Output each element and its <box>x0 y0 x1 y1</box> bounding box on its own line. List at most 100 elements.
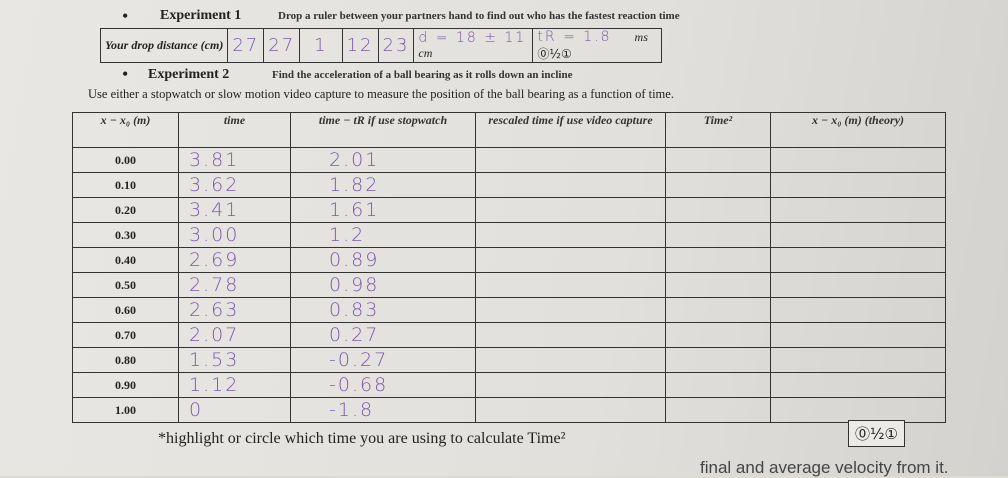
column-header: x − x₀ (m) <box>72 112 179 148</box>
data-row: 0.50 2.78 0.98 <box>72 272 946 298</box>
drop-table: Your drop distance (cm) 27 27 1 12 23 d … <box>99 28 663 63</box>
empty-cell <box>475 247 666 273</box>
time-cell: 2.69 <box>178 247 291 273</box>
time-cell: 1.61 <box>290 197 476 223</box>
empty-cell <box>665 222 771 248</box>
empty-cell <box>665 322 771 348</box>
position-cell: 0.00 <box>72 147 179 173</box>
position-cell: 0.90 <box>72 372 179 398</box>
time-cell: 3.81 <box>178 147 291 173</box>
drop-entry: 12 <box>341 28 379 63</box>
header-row: x − x₀ (m) time time − tR if use stopwatch… <box>72 112 946 148</box>
time-cell: 2.63 <box>178 297 291 323</box>
time-cell: 2.01 <box>290 147 476 173</box>
time-cell: -0.68 <box>290 372 476 398</box>
empty-cell <box>475 322 666 348</box>
empty-cell <box>475 222 666 248</box>
time-cell: -0.27 <box>290 347 476 373</box>
empty-cell <box>665 147 771 173</box>
drop-entry: 27 <box>227 28 265 63</box>
data-row: 0.80 1.53 -0.27 <box>72 347 946 373</box>
position-cell: 0.40 <box>72 247 179 273</box>
time-cell: 2.07 <box>178 322 291 348</box>
time-cell: 1.82 <box>290 172 476 198</box>
time-cell: 3.62 <box>178 172 291 198</box>
empty-cell <box>770 197 946 223</box>
column-header: rescaled time if use video capture <box>475 112 666 148</box>
data-row: 0.20 3.41 1.61 <box>72 197 946 223</box>
position-cell: 0.50 <box>72 272 179 298</box>
empty-cell <box>665 397 771 423</box>
empty-cell <box>475 197 666 223</box>
experiment-title: Experiment 1 <box>160 8 242 23</box>
empty-cell <box>475 347 666 373</box>
time-cell: 3.00 <box>178 222 291 248</box>
data-row: 0.40 2.69 0.89 <box>72 247 946 273</box>
time-cell: 1.53 <box>178 347 291 373</box>
time-cell: 1.12 <box>178 372 291 398</box>
instruction: Use either a stopwatch or slow motion vi… <box>88 87 674 101</box>
time-cell: 3.41 <box>178 197 291 223</box>
time-cell: 0.89 <box>290 247 476 273</box>
data-row: 0.00 3.81 2.01 <box>72 147 946 173</box>
empty-cell <box>475 272 666 298</box>
time-cell: 0 <box>178 397 291 423</box>
empty-cell <box>770 147 946 173</box>
unit: cm <box>418 46 433 60</box>
empty-cell <box>770 247 946 273</box>
empty-cell <box>665 272 771 298</box>
cut-off-text: final and average velocity from it. <box>700 458 949 477</box>
empty-cell <box>665 347 771 373</box>
time-cell: 1.2 <box>290 222 476 248</box>
data-row: 0.70 2.07 0.27 <box>72 322 946 348</box>
empty-cell <box>770 322 946 348</box>
data-table: x − x₀ (m) time time − tR if use stopwatch… <box>72 112 946 423</box>
data-row: 0.90 1.12 -0.68 <box>72 372 946 398</box>
empty-cell <box>770 372 946 398</box>
empty-cell <box>770 397 946 423</box>
score: ⓪½① <box>848 420 905 447</box>
average-distance: d = 18 ± 11 <box>418 30 527 46</box>
drop-label: Your drop distance (cm) <box>99 28 229 63</box>
empty-cell <box>770 172 946 198</box>
position-cell: 0.80 <box>72 347 179 373</box>
bullet: • <box>122 6 129 26</box>
empty-cell <box>665 297 771 323</box>
position-cell: 0.10 <box>72 172 179 198</box>
footnote: *highlight or circle which time you are … <box>158 430 566 447</box>
data-row: 0.30 3.00 1.2 <box>72 222 946 248</box>
column-header: time − tR if use stopwatch <box>290 112 476 148</box>
empty-cell <box>665 372 771 398</box>
empty-cell <box>665 172 771 198</box>
drop-entry: 23 <box>377 28 415 63</box>
empty-cell <box>665 247 771 273</box>
experiment-description: Drop a ruler between your partners hand … <box>278 10 680 22</box>
drop-row: Your drop distance (cm) 27 27 1 12 23 d … <box>99 28 663 63</box>
drop-entry: 1 <box>299 28 343 63</box>
empty-cell <box>475 397 666 423</box>
data-row: 1.00 0 -1.8 <box>72 397 946 423</box>
experiment-description: Find the acceleration of a ball bearing … <box>272 69 573 81</box>
position-cell: 0.30 <box>72 222 179 248</box>
empty-cell <box>770 297 946 323</box>
position-cell: 0.70 <box>72 322 179 348</box>
unit: ms <box>634 30 648 44</box>
experiment-title: Experiment 2 <box>148 67 230 82</box>
empty-cell <box>770 222 946 248</box>
time-cell: -1.8 <box>290 397 476 423</box>
time-cell: 0.27 <box>290 322 476 348</box>
column-header: x − x₀ (m) (theory) <box>770 112 946 148</box>
position-cell: 1.00 <box>72 397 179 423</box>
reaction-time: tR = 1.8 <box>537 29 612 45</box>
data-row: 0.60 2.63 0.83 <box>72 297 946 323</box>
empty-cell <box>475 372 666 398</box>
time-cell: 2.78 <box>178 272 291 298</box>
score: ⓪½① <box>537 47 572 61</box>
time-cell: 0.98 <box>290 272 476 298</box>
empty-cell <box>475 147 666 173</box>
data-row: 0.10 3.62 1.82 <box>72 172 946 198</box>
bullet: • <box>122 64 129 84</box>
empty-cell <box>770 272 946 298</box>
empty-cell <box>770 347 946 373</box>
